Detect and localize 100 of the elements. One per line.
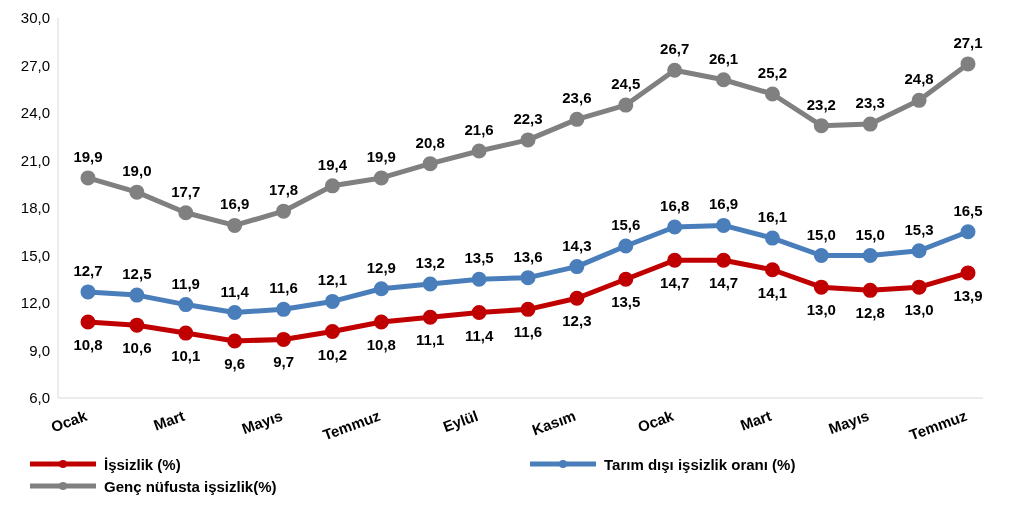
point [520, 132, 536, 148]
point [471, 305, 487, 320]
point [324, 293, 340, 309]
point [520, 270, 536, 286]
x-tick-label: Mart [737, 406, 774, 434]
point [569, 111, 585, 127]
point [80, 284, 96, 300]
data-label: 11,4 [464, 326, 494, 344]
point [618, 271, 634, 287]
point [618, 97, 634, 113]
data-label: 19,9 [73, 147, 103, 165]
point [667, 62, 683, 78]
point [764, 230, 780, 246]
point [276, 203, 292, 219]
x-tick-label: Ocak [635, 406, 677, 436]
y-tick-label: 15,0 [20, 246, 50, 264]
point [960, 56, 976, 72]
data-label: 13,6 [513, 247, 543, 265]
point [911, 279, 927, 295]
data-label: 15,6 [611, 216, 641, 233]
point [80, 314, 96, 330]
point [911, 92, 927, 108]
point [569, 259, 585, 275]
point [276, 301, 292, 317]
data-label: 13,2 [415, 254, 445, 271]
data-label: 16,9 [708, 195, 739, 213]
point [373, 170, 389, 186]
data-label: 22,3 [513, 109, 543, 127]
point [422, 276, 438, 292]
x-tick-label: Ocak [48, 406, 90, 436]
data-label: 13,5 [611, 293, 641, 311]
data-label: 9,7 [273, 353, 294, 371]
point [911, 243, 927, 259]
data-label: 16,5 [953, 201, 983, 219]
data-label: 10,8 [366, 336, 396, 353]
data-label: 16,8 [660, 197, 690, 214]
legend-label: Tarım dışı işsizlik oranı (%) [604, 455, 796, 473]
legend-label: İşsizlik (%) [104, 455, 181, 473]
data-label: 10,8 [73, 336, 103, 353]
data-label: 24,8 [904, 70, 934, 88]
point [813, 279, 829, 295]
data-label: 24,5 [611, 75, 641, 93]
data-label: 12,1 [317, 271, 348, 289]
data-label: 14,3 [562, 236, 592, 254]
point [276, 331, 292, 347]
point [227, 333, 243, 349]
point [178, 325, 194, 341]
point [569, 290, 585, 306]
data-label: 14,7 [660, 274, 690, 292]
y-tick-label: 18,0 [20, 199, 50, 217]
data-label: 20,8 [415, 133, 445, 151]
point [716, 252, 732, 268]
y-tick-label: 21,0 [20, 151, 50, 169]
data-label: 15,0 [855, 225, 885, 243]
point [422, 156, 438, 172]
point [471, 143, 487, 159]
point [422, 309, 438, 325]
y-tick-label: 9,0 [29, 341, 50, 359]
y-tick-label: 6,0 [29, 389, 50, 407]
data-label: 23,2 [806, 95, 836, 113]
data-label: 16,9 [220, 195, 250, 213]
data-label: 26,7 [660, 40, 690, 58]
point [667, 252, 683, 268]
point [373, 314, 389, 330]
point [716, 217, 732, 233]
point [813, 118, 829, 134]
data-label: 19,4 [317, 155, 348, 173]
point [129, 287, 145, 303]
y-tick-label: 24,0 [20, 104, 50, 122]
point [618, 238, 634, 254]
data-label: 13,5 [464, 249, 494, 267]
data-label: 10,1 [171, 347, 201, 365]
data-label: 12,9 [366, 258, 396, 276]
point [960, 265, 976, 281]
data-label: 19,9 [366, 147, 396, 165]
point [862, 248, 878, 263]
data-label: 14,7 [708, 274, 739, 292]
data-label: 16,1 [757, 208, 788, 226]
point [80, 170, 96, 186]
legend-label: Genç nüfusta işsizlik(%) [104, 477, 277, 495]
point [862, 282, 878, 298]
y-tick-label: 27,0 [20, 56, 50, 74]
point [471, 271, 487, 287]
y-tick-label: 12,0 [20, 294, 50, 312]
point [227, 305, 243, 320]
point [227, 217, 243, 233]
point [813, 248, 829, 263]
data-label: 11,4 [220, 282, 250, 300]
data-label: 13,0 [904, 301, 934, 319]
x-tick-label: Mayıs [826, 406, 872, 438]
data-label: 23,3 [855, 94, 885, 112]
data-label: 17,8 [268, 181, 299, 199]
point [324, 324, 340, 339]
data-label: 14,1 [757, 283, 788, 301]
data-label: 9,6 [224, 355, 246, 372]
data-label: 11,1 [416, 331, 445, 349]
data-label: 10,6 [122, 339, 152, 357]
data-label: 11,6 [513, 323, 543, 341]
data-label: 26,1 [708, 49, 739, 67]
data-label: 17,7 [171, 182, 201, 200]
